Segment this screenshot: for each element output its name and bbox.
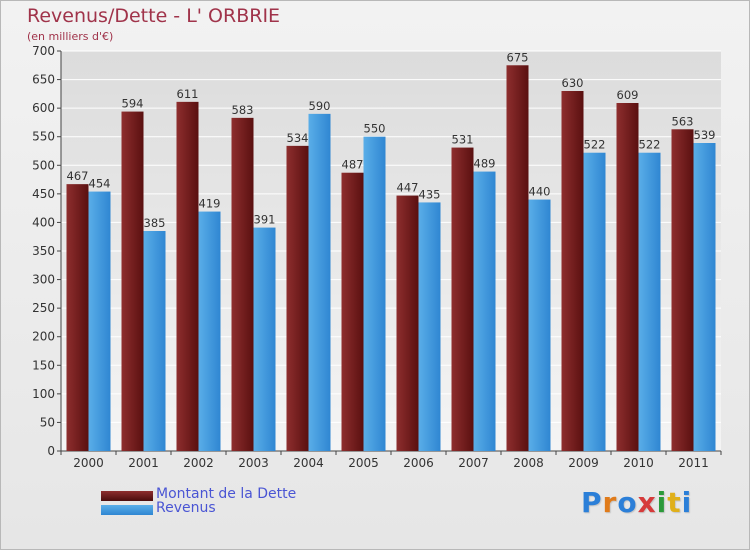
data-label: 419 (199, 197, 221, 211)
bar-revenus (253, 227, 276, 451)
bar-revenus (88, 191, 111, 452)
data-label: 611 (177, 87, 199, 101)
y-tick-label: 550 (32, 130, 55, 144)
bar-dette (286, 145, 309, 451)
legend-label-dette: Montant de la Dette (156, 486, 297, 502)
data-label: 531 (452, 133, 474, 147)
y-tick-label: 350 (32, 244, 55, 258)
data-label: 487 (342, 158, 364, 172)
chart-subtitle: (en milliers d'€) (27, 30, 114, 43)
x-tick-label: 2008 (513, 456, 544, 470)
bar-dette (616, 103, 639, 451)
x-tick-label: 2004 (293, 456, 324, 470)
y-tick-label: 400 (32, 215, 55, 229)
bar-dette (341, 172, 364, 451)
bar-revenus (198, 211, 221, 451)
bar-dette (671, 129, 694, 452)
x-tick-label: 2011 (678, 456, 709, 470)
bar-dette (451, 147, 474, 452)
x-tick-label: 2010 (623, 456, 654, 470)
legend-swatch-dette (101, 491, 153, 501)
data-label: 630 (562, 76, 584, 90)
data-label: 391 (254, 213, 276, 227)
data-label: 440 (529, 185, 551, 199)
data-label: 522 (584, 138, 606, 152)
bar-revenus (363, 136, 386, 451)
bar-dette (66, 184, 89, 451)
data-label: 522 (639, 138, 661, 152)
bar-revenus (418, 202, 441, 451)
x-tick-label: 2000 (73, 456, 104, 470)
y-tick-label: 700 (32, 44, 55, 58)
data-label: 550 (364, 122, 386, 136)
x-tick-label: 2005 (348, 456, 379, 470)
x-tick-label: 2002 (183, 456, 214, 470)
data-label: 435 (419, 187, 441, 201)
data-label: 563 (672, 114, 694, 128)
bar-dette (561, 91, 584, 451)
y-tick-label: 450 (32, 187, 55, 201)
data-label: 594 (122, 97, 144, 111)
bar-revenus (143, 231, 166, 451)
data-label: 583 (232, 103, 254, 117)
data-label: 539 (694, 128, 716, 142)
data-label: 534 (287, 131, 309, 145)
y-tick-label: 50 (40, 415, 55, 429)
x-tick-label: 2009 (568, 456, 599, 470)
data-label: 675 (507, 50, 529, 64)
bar-revenus (583, 152, 606, 451)
data-label: 447 (397, 181, 419, 195)
proxiti-logo: Proxiti (581, 486, 693, 519)
y-tick-label: 100 (32, 387, 55, 401)
data-label: 590 (309, 99, 331, 113)
bar-dette (506, 65, 529, 452)
x-tick-label: 2001 (128, 456, 159, 470)
y-tick-label: 200 (32, 330, 55, 344)
data-label: 385 (144, 216, 166, 230)
bar-dette (396, 195, 419, 451)
bar-revenus (308, 113, 331, 451)
data-label: 454 (89, 177, 111, 191)
bar-dette (121, 111, 144, 452)
data-label: 467 (67, 169, 89, 183)
y-tick-label: 500 (32, 158, 55, 172)
bar-revenus (528, 199, 551, 451)
bar-revenus (473, 171, 496, 452)
y-tick-label: 650 (32, 73, 55, 87)
y-tick-label: 250 (32, 301, 55, 315)
y-tick-label: 0 (47, 444, 55, 458)
bar-dette (176, 101, 199, 451)
legend-label-revenus: Revenus (156, 500, 216, 516)
chart-title: Revenus/Dette - L' ORBRIE (27, 5, 281, 27)
bar-revenus (638, 152, 661, 451)
y-tick-label: 150 (32, 358, 55, 372)
data-label: 609 (617, 88, 639, 102)
x-tick-label: 2006 (403, 456, 434, 470)
legend-swatch-revenus (101, 505, 153, 515)
x-tick-label: 2007 (458, 456, 489, 470)
y-tick-label: 300 (32, 273, 55, 287)
y-tick-label: 600 (32, 101, 55, 115)
bar-revenus (693, 143, 716, 451)
bar-dette (231, 117, 254, 451)
x-tick-label: 2003 (238, 456, 269, 470)
data-label: 489 (474, 157, 496, 171)
